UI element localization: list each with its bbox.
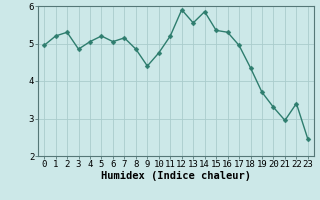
X-axis label: Humidex (Indice chaleur): Humidex (Indice chaleur): [101, 171, 251, 181]
